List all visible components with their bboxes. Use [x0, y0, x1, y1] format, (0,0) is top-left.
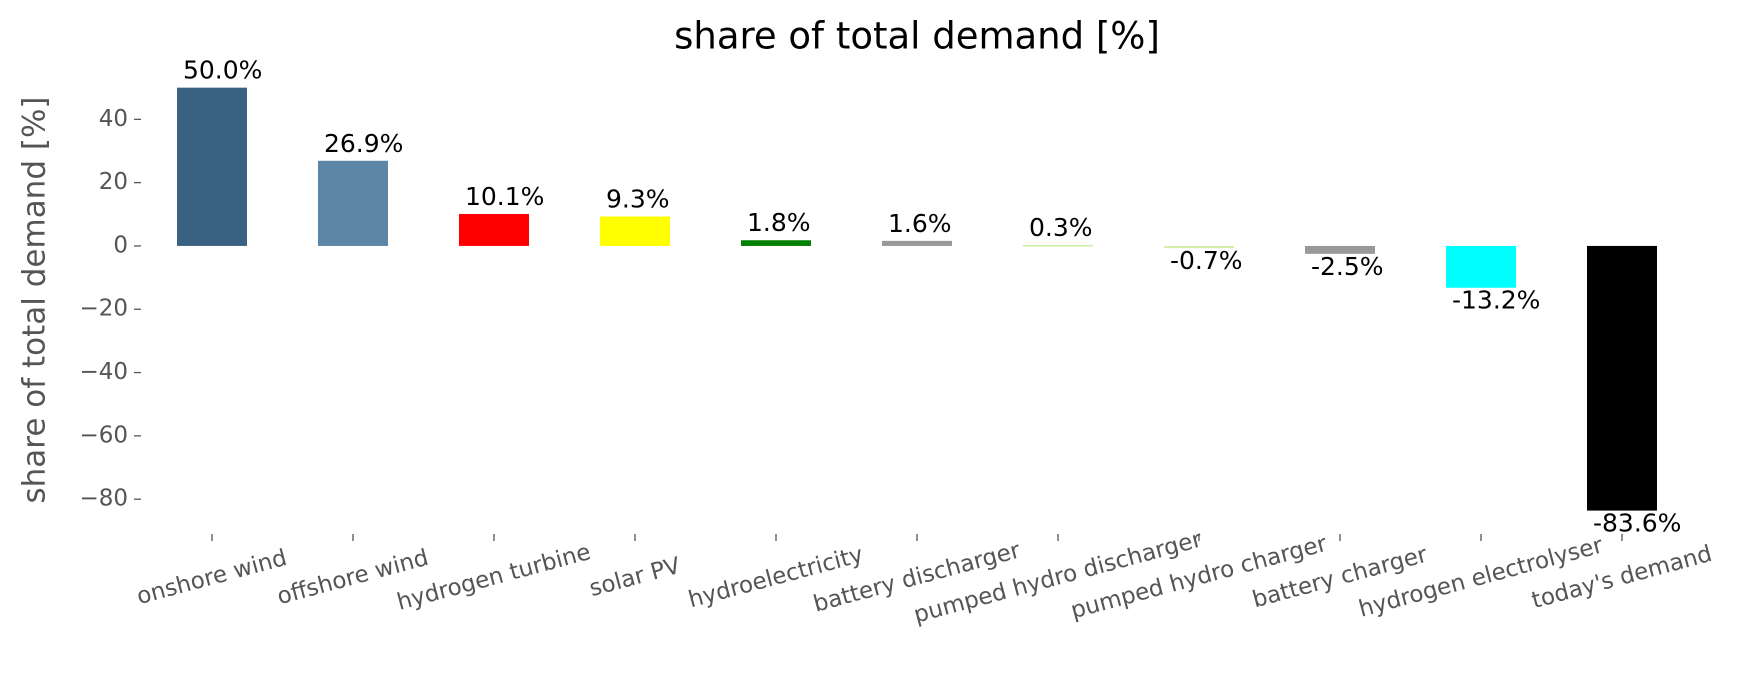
bar — [1305, 245, 1375, 254]
bar — [741, 240, 811, 246]
value-label: 1.6% — [888, 209, 952, 238]
y-tick-label: 0 — [113, 232, 128, 258]
bar — [600, 216, 670, 246]
value-label: -0.7% — [1170, 246, 1243, 275]
bar — [1587, 245, 1657, 511]
x-tick-label: onshore wind — [134, 545, 290, 610]
y-tick-label: 40 — [99, 106, 128, 132]
y-tick-label: −40 — [79, 359, 128, 385]
value-label: 26.9% — [324, 129, 403, 158]
value-label: 50.0% — [183, 56, 262, 85]
value-label: -2.5% — [1311, 252, 1384, 281]
y-tick-label: −60 — [79, 422, 128, 448]
bar — [177, 87, 247, 246]
bar — [1446, 245, 1516, 288]
y-tick-label: −20 — [79, 296, 128, 322]
chart-title: share of total demand [%] — [674, 15, 1160, 58]
bar — [318, 160, 388, 246]
x-tick-label: solar PV — [587, 553, 684, 602]
value-label: 0.3% — [1029, 213, 1093, 242]
bar — [459, 213, 529, 246]
y-tick-label: 20 — [99, 169, 128, 195]
bar — [882, 240, 952, 246]
value-label: 1.8% — [747, 208, 811, 237]
bar — [1023, 244, 1093, 247]
value-label: 10.1% — [465, 182, 544, 211]
y-tick-label: −80 — [79, 486, 128, 512]
value-label: 9.3% — [606, 184, 670, 213]
value-label: -83.6% — [1593, 509, 1681, 538]
y-axis-label: share of total demand [%] — [17, 96, 53, 503]
bar — [1164, 245, 1234, 249]
value-label: -13.2% — [1452, 286, 1540, 315]
